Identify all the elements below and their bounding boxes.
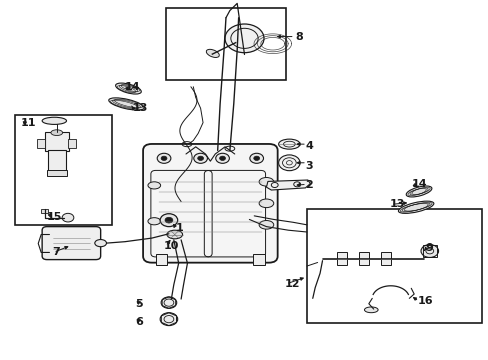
Ellipse shape: [193, 153, 207, 163]
Ellipse shape: [160, 313, 177, 325]
Ellipse shape: [219, 156, 225, 161]
Ellipse shape: [249, 153, 263, 163]
Ellipse shape: [253, 156, 259, 161]
FancyBboxPatch shape: [47, 170, 66, 176]
FancyBboxPatch shape: [41, 209, 48, 213]
Ellipse shape: [160, 214, 177, 226]
FancyBboxPatch shape: [358, 252, 368, 265]
Polygon shape: [266, 180, 310, 190]
Ellipse shape: [51, 130, 62, 135]
Text: 4: 4: [305, 141, 313, 151]
Text: 9: 9: [424, 243, 432, 253]
Text: 8: 8: [295, 32, 303, 41]
Ellipse shape: [95, 239, 106, 247]
Text: 11: 11: [21, 118, 37, 128]
Ellipse shape: [161, 297, 176, 309]
FancyBboxPatch shape: [37, 139, 45, 148]
Ellipse shape: [148, 218, 160, 225]
Ellipse shape: [62, 213, 74, 222]
Ellipse shape: [197, 156, 203, 161]
Ellipse shape: [161, 156, 166, 161]
Text: 3: 3: [305, 161, 312, 171]
FancyBboxPatch shape: [156, 255, 167, 265]
Ellipse shape: [164, 217, 172, 223]
Text: 13: 13: [132, 103, 147, 113]
Ellipse shape: [206, 49, 219, 58]
Text: 14: 14: [411, 179, 427, 189]
Text: 14: 14: [125, 82, 141, 92]
FancyBboxPatch shape: [44, 132, 69, 151]
Ellipse shape: [166, 230, 182, 239]
Ellipse shape: [42, 117, 66, 125]
Ellipse shape: [406, 186, 431, 197]
Ellipse shape: [108, 98, 144, 110]
Text: 6: 6: [135, 317, 142, 327]
Ellipse shape: [278, 155, 300, 171]
Ellipse shape: [148, 182, 160, 189]
FancyBboxPatch shape: [253, 255, 264, 265]
Ellipse shape: [115, 83, 141, 94]
Text: 13: 13: [389, 199, 405, 210]
Ellipse shape: [259, 177, 273, 186]
Text: 10: 10: [163, 241, 179, 251]
FancyBboxPatch shape: [48, 150, 65, 171]
Text: 7: 7: [52, 247, 60, 257]
Text: 5: 5: [135, 299, 142, 309]
Ellipse shape: [259, 199, 273, 208]
Ellipse shape: [364, 307, 377, 313]
Ellipse shape: [259, 221, 273, 229]
Text: 15: 15: [47, 212, 62, 221]
Ellipse shape: [398, 201, 433, 213]
Ellipse shape: [278, 139, 300, 149]
FancyBboxPatch shape: [143, 144, 277, 263]
Text: 16: 16: [417, 296, 432, 306]
Text: 1: 1: [175, 224, 183, 233]
Ellipse shape: [157, 153, 170, 163]
FancyBboxPatch shape: [380, 252, 390, 265]
Ellipse shape: [420, 244, 438, 257]
Ellipse shape: [215, 153, 229, 163]
FancyBboxPatch shape: [336, 252, 346, 265]
FancyBboxPatch shape: [42, 226, 101, 260]
Ellipse shape: [224, 24, 264, 53]
FancyBboxPatch shape: [68, 139, 76, 148]
Text: 2: 2: [305, 180, 312, 190]
Text: 12: 12: [284, 279, 299, 289]
